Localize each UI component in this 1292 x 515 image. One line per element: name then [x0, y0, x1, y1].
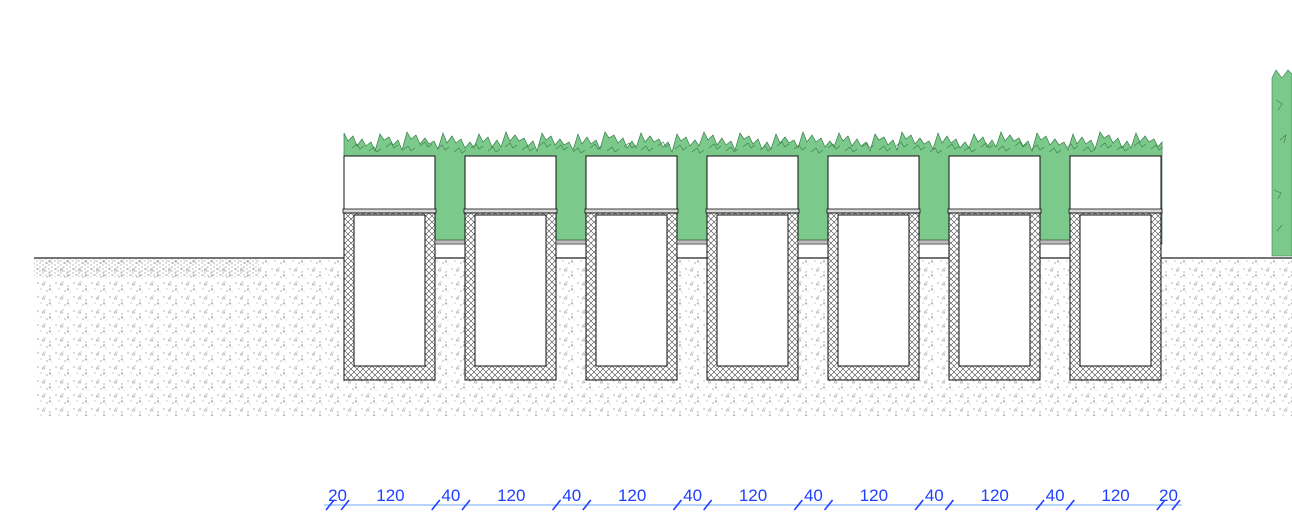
dimension-label: 120 [981, 486, 1009, 505]
planter [463, 155, 587, 381]
dimension-tick [461, 499, 471, 511]
dimension-label: 40 [1046, 486, 1065, 505]
dimension-tick [1065, 499, 1075, 511]
dimension-label: 20 [328, 486, 347, 505]
topsoil-band [34, 259, 259, 277]
planter [947, 155, 1071, 381]
planter [705, 155, 829, 381]
dimension-label: 40 [562, 486, 581, 505]
planter [1068, 155, 1163, 381]
dimension-tick [1035, 499, 1045, 511]
dimension-label: 120 [376, 486, 404, 505]
planter [342, 155, 466, 381]
dimension-label: 20 [1159, 486, 1178, 505]
dimension-tick [1156, 499, 1166, 511]
dimension-tick [914, 499, 924, 511]
dimension-tick [672, 499, 683, 511]
dimension-label: 120 [860, 486, 888, 505]
dimension-tick [1171, 499, 1181, 511]
dimension-label: 40 [925, 486, 944, 505]
dimension-tick [703, 499, 713, 511]
planter-row [342, 155, 1163, 381]
planter [826, 155, 950, 381]
dimension-tick [551, 499, 562, 511]
dimension-tick [340, 499, 350, 511]
right-tree-foliage [1271, 69, 1292, 257]
dimension-tick [431, 499, 441, 511]
dimension-tick [793, 499, 803, 511]
dimension-label: 120 [497, 486, 525, 505]
dimension-tick [823, 499, 834, 511]
dimension-label: 120 [1101, 486, 1129, 505]
dimension-tick [325, 499, 335, 511]
dimension-line: 20 120 40 120 40 120 40 120 40 120 40 120 40 120 20 [324, 486, 1182, 511]
dimension-label: 120 [618, 486, 646, 505]
dimension-tick [582, 499, 592, 511]
dimension-label: 120 [739, 486, 767, 505]
planter [584, 155, 708, 381]
dimension-tick [944, 499, 955, 511]
dimension-label: 40 [683, 486, 702, 505]
dimension-label: 40 [804, 486, 823, 505]
dimension-label: 40 [441, 486, 460, 505]
